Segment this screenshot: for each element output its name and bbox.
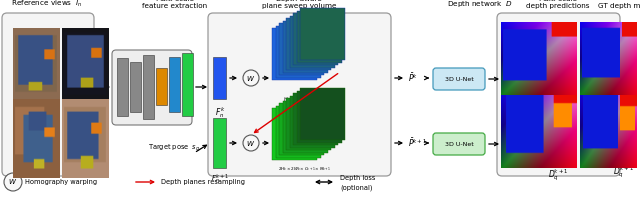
Text: GT depth maps: GT depth maps: [598, 3, 640, 9]
Text: $\bar{P}^{k+1}$: $\bar{P}^{k+1}$: [408, 137, 428, 149]
FancyBboxPatch shape: [208, 13, 391, 176]
Bar: [293, 13, 338, 65]
Bar: [289, 96, 335, 148]
Bar: [286, 98, 331, 150]
Bar: [272, 108, 317, 160]
Text: $D_q^{k+1}$: $D_q^{k+1}$: [614, 165, 634, 180]
Bar: [272, 28, 317, 80]
Text: Homography warping: Homography warping: [25, 179, 97, 185]
Text: Depth-aware
plane sweep volume: Depth-aware plane sweep volume: [262, 0, 336, 9]
Text: Depth loss: Depth loss: [340, 175, 376, 181]
FancyBboxPatch shape: [112, 50, 192, 125]
Bar: [169, 57, 180, 112]
FancyBboxPatch shape: [433, 133, 485, 155]
Bar: [279, 23, 324, 75]
Bar: [117, 58, 128, 116]
Bar: [275, 25, 321, 77]
Text: $\mathit{W}$: $\mathit{W}$: [246, 138, 255, 148]
Text: $\mathit{W}$: $\mathit{W}$: [246, 73, 255, 83]
FancyBboxPatch shape: [2, 13, 94, 176]
Circle shape: [4, 173, 22, 191]
Text: $\bar{P}^k$: $\bar{P}^k$: [408, 72, 418, 84]
Bar: [296, 90, 342, 142]
Bar: [282, 100, 328, 152]
Bar: [275, 106, 321, 157]
Text: 3D U-Net: 3D U-Net: [445, 76, 474, 82]
Bar: [279, 103, 324, 155]
Text: $\hat{D}_q^{k+1}$: $\hat{D}_q^{k+1}$: [548, 165, 568, 183]
Circle shape: [243, 135, 259, 151]
Text: $P_n^{k+1}$: $P_n^{k+1}$: [300, 88, 320, 103]
Text: $\mathit{F}_n^{k+1}$: $\mathit{F}_n^{k+1}$: [211, 173, 229, 186]
Text: $2H_k \times 2W_k \times C_{k+1} \times M_{k+1}$: $2H_k \times 2W_k \times C_{k+1} \times …: [278, 165, 332, 173]
Text: $\mathit{F}_n^k$: $\mathit{F}_n^k$: [215, 105, 225, 120]
Text: Target pose  $\mathit{s}_q$: Target pose $\mathit{s}_q$: [148, 142, 200, 154]
Bar: [143, 55, 154, 119]
Text: 3D U-Net: 3D U-Net: [445, 141, 474, 147]
Text: Multi-scale
depth predictions: Multi-scale depth predictions: [526, 0, 589, 9]
Bar: [182, 53, 193, 116]
Bar: [130, 62, 141, 112]
Bar: [213, 57, 226, 99]
Bar: [300, 88, 345, 140]
Bar: [289, 16, 335, 68]
Text: $\mathit{W}$: $\mathit{W}$: [8, 177, 17, 187]
FancyBboxPatch shape: [497, 13, 620, 176]
Bar: [286, 18, 331, 70]
Circle shape: [243, 70, 259, 86]
Text: Depth network  $\mathit{D}$: Depth network $\mathit{D}$: [447, 0, 513, 9]
Bar: [300, 8, 345, 60]
Text: $\hat{D}_q^k$: $\hat{D}_q^k$: [552, 106, 564, 124]
Bar: [213, 118, 226, 168]
Text: $D_q^k$: $D_q^k$: [618, 106, 630, 122]
Bar: [156, 68, 167, 105]
Text: (optional): (optional): [340, 185, 372, 191]
Bar: [296, 10, 342, 62]
Text: Multi-scale
feature extraction: Multi-scale feature extraction: [143, 0, 207, 9]
Bar: [282, 20, 328, 72]
Bar: [293, 93, 338, 145]
Text: $P_n^k$: $P_n^k$: [305, 9, 316, 24]
Text: Reference views  $\mathit{I}_n$: Reference views $\mathit{I}_n$: [12, 0, 83, 9]
FancyBboxPatch shape: [433, 68, 485, 90]
Text: Depth planes resampling: Depth planes resampling: [161, 179, 245, 185]
Text: $H_k \times W_k \times C_k \times M_k$: $H_k \times W_k \times C_k \times M_k$: [284, 95, 326, 104]
